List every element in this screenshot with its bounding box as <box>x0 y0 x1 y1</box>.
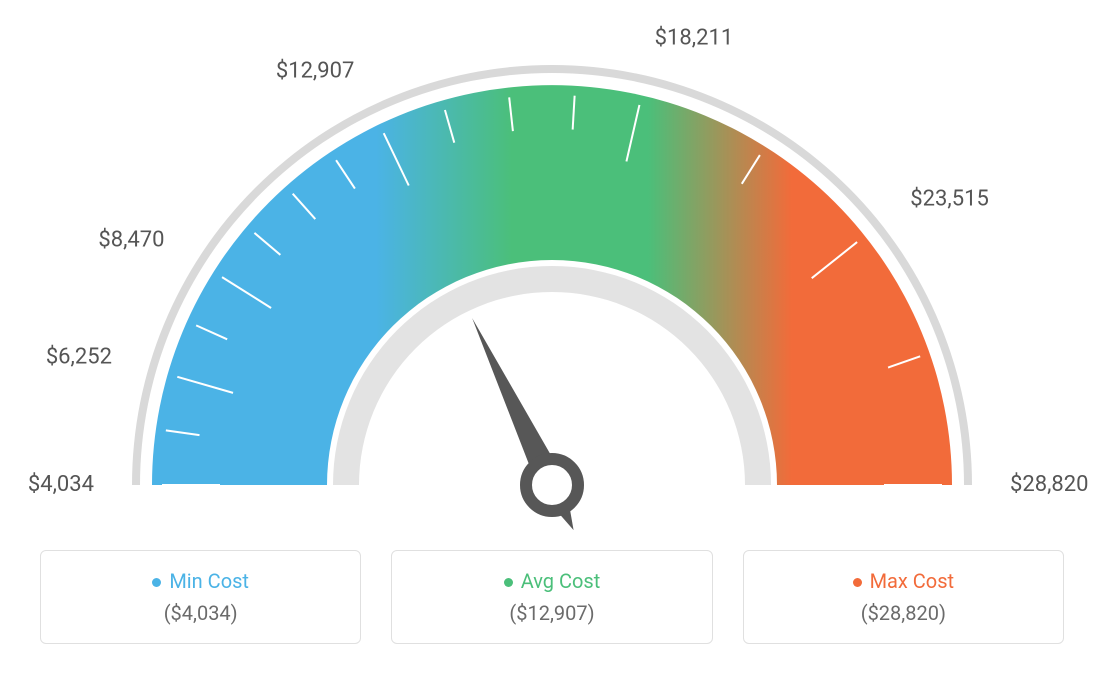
legend-max-label-text: Max Cost <box>870 569 955 593</box>
bullet-icon <box>853 578 862 587</box>
legend-avg: Avg Cost ($12,907) <box>391 550 712 644</box>
bullet-icon <box>152 578 161 587</box>
bullet-icon <box>504 578 513 587</box>
legend-max-label: Max Cost <box>754 569 1053 593</box>
svg-text:$4,034: $4,034 <box>28 472 94 497</box>
legend-min-value: ($4,034) <box>51 601 350 625</box>
gauge-chart: $4,034 $6,252 $8,470 $12,907 $18,211 $23,515 $… <box>0 0 1104 540</box>
legend-avg-label-text: Avg Cost <box>521 569 601 593</box>
legend-min-label-text: Min Cost <box>169 569 249 593</box>
gauge-svg: $4,034 $6,252 $8,470 $12,907 $18,211 $23,515 $… <box>0 0 1104 540</box>
legend-min-label: Min Cost <box>51 569 350 593</box>
chart-container: $4,034 $6,252 $8,470 $12,907 $18,211 $23,515 $… <box>0 0 1104 690</box>
legend-avg-value: ($12,907) <box>402 601 701 625</box>
svg-text:$6,252: $6,252 <box>46 345 112 370</box>
svg-text:$12,907: $12,907 <box>276 59 355 84</box>
svg-text:$28,820: $28,820 <box>1010 472 1089 497</box>
legend-avg-label: Avg Cost <box>402 569 701 593</box>
svg-text:$18,211: $18,211 <box>655 25 734 50</box>
legend-max-value: ($28,820) <box>754 601 1053 625</box>
legend-min: Min Cost ($4,034) <box>40 550 361 644</box>
svg-text:$8,470: $8,470 <box>98 228 164 253</box>
svg-text:$23,515: $23,515 <box>910 187 989 212</box>
legend-row: Min Cost ($4,034) Avg Cost ($12,907) Max… <box>0 540 1104 644</box>
legend-max: Max Cost ($28,820) <box>743 550 1064 644</box>
